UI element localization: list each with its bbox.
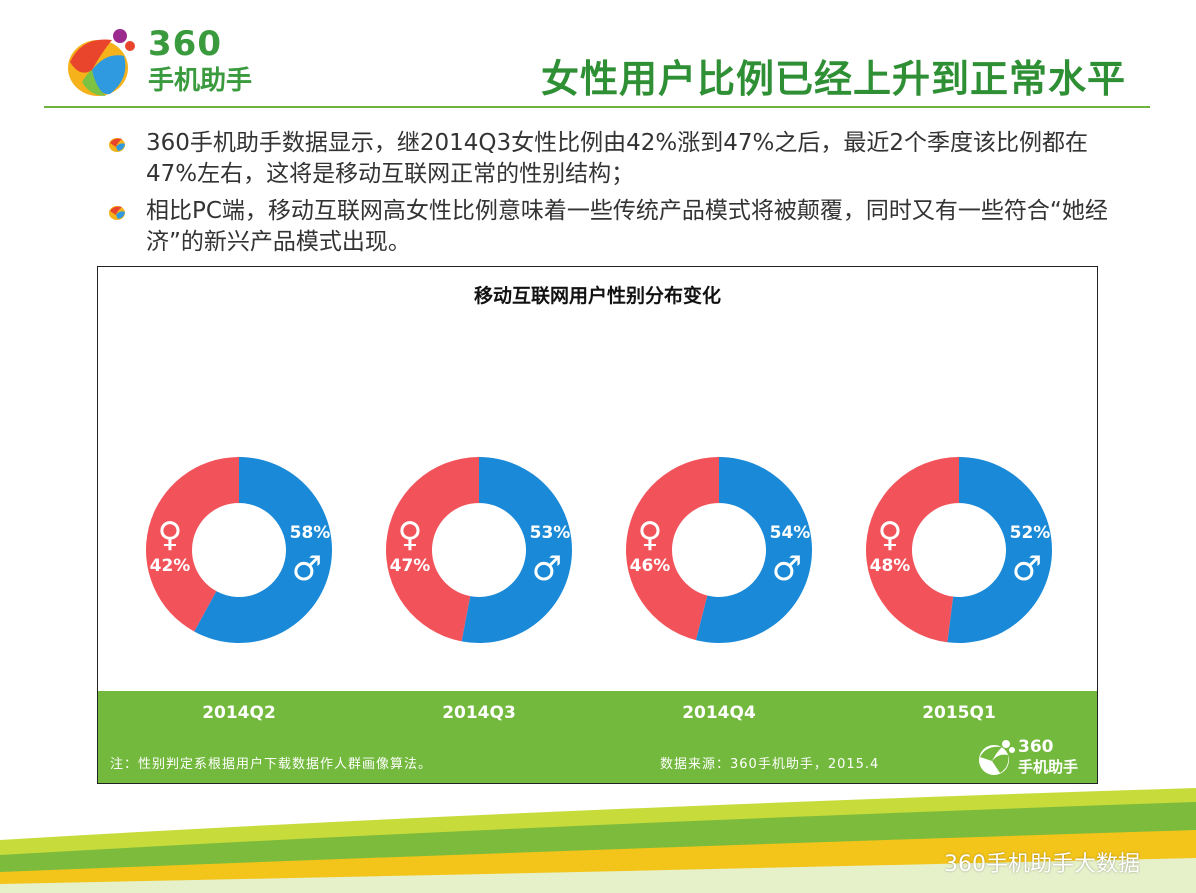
female-symbol-icon: ♀	[158, 515, 183, 555]
logo-number: 360	[148, 24, 222, 64]
chart-title: 移动互联网用户性别分布变化	[473, 285, 721, 307]
female-value-label: 42%	[150, 556, 191, 576]
category-label: 2015Q1	[922, 703, 996, 723]
male-symbol-icon: ♂	[772, 549, 802, 589]
category-label: 2014Q2	[202, 703, 276, 723]
logo-name: 手机助手	[148, 66, 253, 96]
mini-logo-number: 360	[1018, 737, 1054, 757]
female-symbol-icon: ♀	[638, 515, 663, 555]
male-slice	[194, 457, 332, 643]
chart-footer-band	[98, 691, 1097, 783]
mini-logo-ball-icon	[979, 740, 1015, 775]
male-symbol-icon: ♂	[532, 549, 562, 589]
category-label: 2014Q3	[442, 703, 516, 723]
bullet-icon	[109, 138, 125, 152]
bullet-item: 360手机助手数据显示，继2014Q3女性比例由42%涨到47%之后，最近2个季…	[108, 128, 1108, 190]
logo-ball-icon	[68, 29, 135, 96]
mini-logo-name: 手机助手	[1018, 758, 1079, 776]
female-slice	[626, 457, 719, 641]
category-label: 2014Q4	[682, 703, 756, 723]
footer-brand-text: 360手机助手大数据	[944, 852, 1140, 877]
bullet-list: 360手机助手数据显示，继2014Q3女性比例由42%涨到47%之后，最近2个季…	[108, 128, 1108, 264]
male-value-label: 58%	[290, 523, 331, 543]
mini-brand-logo: 360 手机助手	[976, 737, 1094, 779]
bullet-text: 相比PC端，移动互联网高女性比例意味着一些传统产品模式将被颠覆，同时又有一些符合…	[146, 198, 1108, 255]
female-slice	[866, 457, 959, 643]
footer-swoosh	[0, 788, 1196, 893]
male-value-label: 52%	[1010, 523, 1051, 543]
male-slice	[947, 457, 1053, 643]
chart-note: 注：性别判定系根据用户下载数据作人群画像算法。	[110, 757, 433, 772]
female-symbol-icon: ♀	[878, 515, 903, 555]
chart-panel: 移动互联网用户性别分布变化 58% ♂ ♀ 42% 53% ♂ ♀ 47% 54% ♂ ♀ 46% 52…	[97, 266, 1098, 784]
male-value-label: 54%	[770, 523, 811, 543]
chart-source: 数据来源：360手机助手，2015.4	[660, 757, 880, 772]
page-title: 女性用户比例已经上升到正常水平	[540, 57, 1126, 101]
bullet-text: 360手机助手数据显示，继2014Q3女性比例由42%涨到47%之后，最近2个季…	[146, 130, 1089, 187]
female-value-label: 48%	[870, 556, 911, 576]
title-divider	[44, 106, 1150, 108]
male-symbol-icon: ♂	[292, 549, 322, 589]
female-slice	[385, 457, 479, 642]
bullet-icon	[109, 206, 125, 220]
brand-logo: 360 手机助手	[62, 22, 292, 102]
male-value-label: 53%	[530, 523, 571, 543]
female-value-label: 47%	[390, 556, 431, 576]
female-slice	[145, 457, 239, 632]
male-slice	[461, 457, 572, 643]
bullet-item: 相比PC端，移动互联网高女性比例意味着一些传统产品模式将被颠覆，同时又有一些符合…	[108, 196, 1108, 258]
donut-charts: 58%♂♀42%53%♂♀47%54%♂♀46%52%♂♀48%	[145, 457, 1053, 643]
male-slice	[695, 457, 812, 643]
male-symbol-icon: ♂	[1012, 549, 1042, 589]
female-value-label: 46%	[630, 556, 671, 576]
female-symbol-icon: ♀	[398, 515, 423, 555]
